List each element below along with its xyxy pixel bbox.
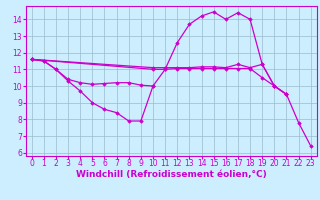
X-axis label: Windchill (Refroidissement éolien,°C): Windchill (Refroidissement éolien,°C) [76, 170, 267, 179]
